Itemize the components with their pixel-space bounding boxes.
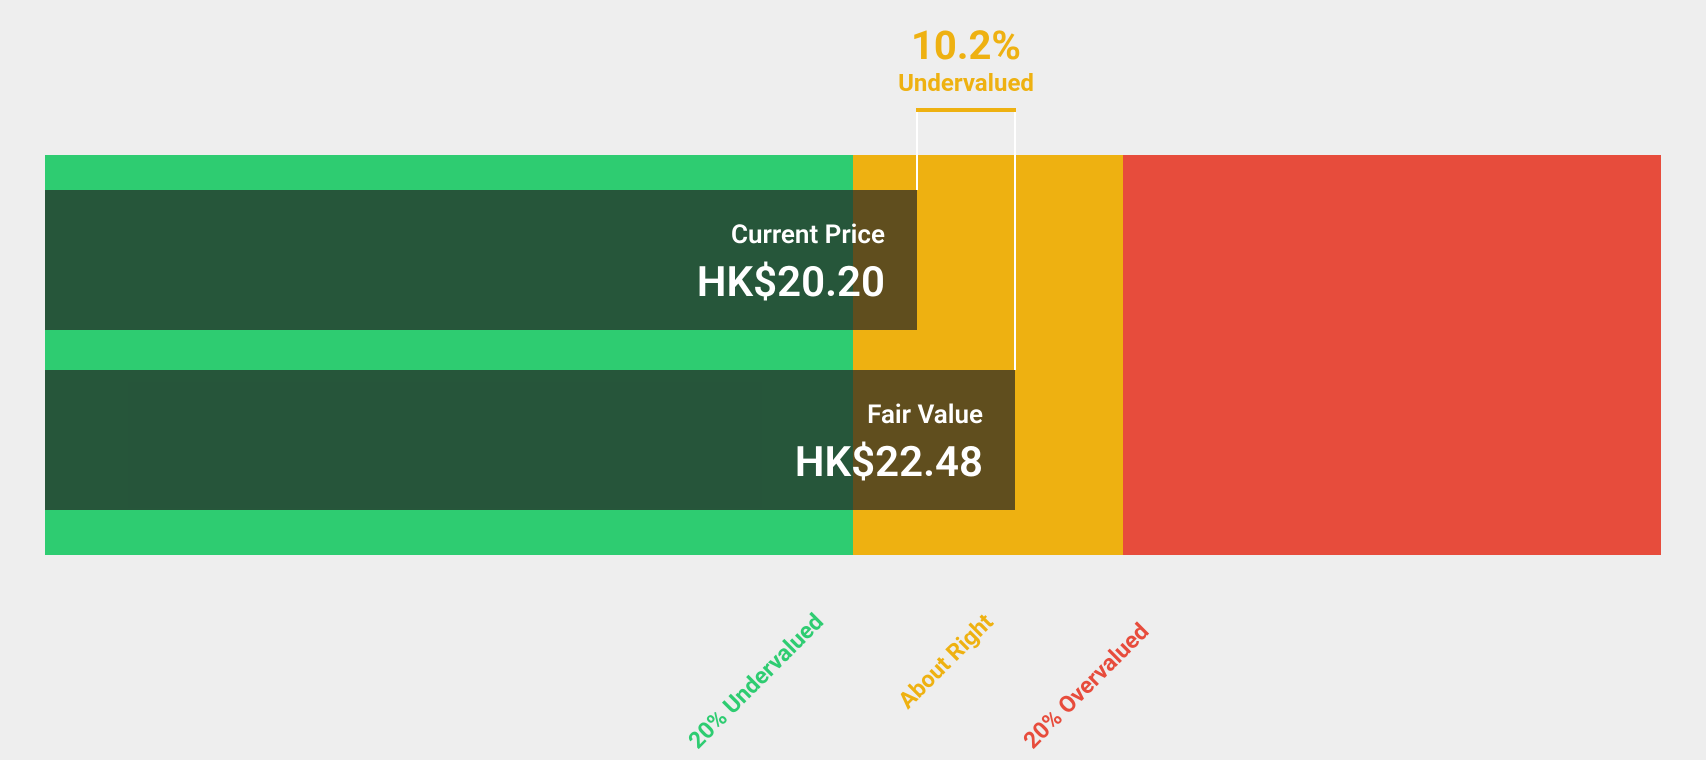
valuation-callout-percent: 10.2%: [846, 25, 1086, 67]
valuation-callout-word: Undervalued: [846, 69, 1086, 97]
current-price-bar: Current Price HK$20.20: [45, 190, 917, 330]
axis-label-undervalued: 20% Undervalued: [683, 608, 829, 754]
fair-value-value: HK$22.48: [795, 438, 983, 487]
marker-fair-value: [1014, 155, 1016, 370]
valuation-callout: 10.2% Undervalued: [846, 25, 1086, 97]
axis-label-overvalued: 20% Overvalued: [1018, 618, 1154, 754]
axis-label-about-right: About Right: [893, 608, 999, 714]
axis-label-about-right-text: About Right: [893, 608, 999, 714]
fair-value-bar: Fair Value HK$22.48: [45, 370, 1015, 510]
marker-bridge-right: [1014, 110, 1016, 155]
valuation-chart: Current Price HK$20.20 Fair Value HK$22.…: [45, 155, 1661, 555]
axis-label-overvalued-text: 20% Overvalued: [1018, 618, 1154, 754]
zone-overvalued: [1123, 155, 1661, 555]
current-price-value: HK$20.20: [697, 258, 885, 307]
marker-bridge-left: [916, 110, 918, 155]
marker-current-price: [916, 155, 918, 190]
axis-label-undervalued-text: 20% Undervalued: [683, 608, 829, 754]
marker-top-rule: [916, 108, 1016, 112]
current-price-label: Current Price: [731, 220, 885, 250]
fair-value-label: Fair Value: [867, 400, 983, 430]
